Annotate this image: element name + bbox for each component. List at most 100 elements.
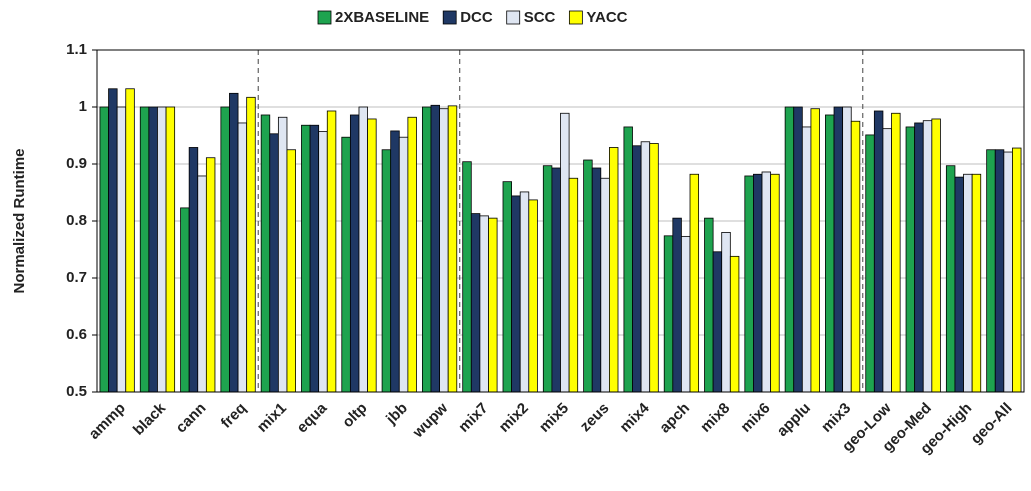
bar bbox=[430, 104, 440, 393]
bar bbox=[931, 118, 941, 393]
bar bbox=[761, 171, 772, 393]
bar bbox=[318, 131, 328, 393]
bar bbox=[744, 175, 754, 393]
bar bbox=[197, 175, 207, 393]
bar bbox=[922, 120, 933, 393]
bar bbox=[381, 149, 392, 393]
bar bbox=[326, 110, 337, 393]
bar bbox=[753, 173, 763, 393]
bar bbox=[1003, 151, 1013, 393]
bar bbox=[341, 136, 351, 393]
bar bbox=[165, 106, 176, 393]
bar bbox=[1012, 147, 1022, 393]
bar bbox=[139, 106, 150, 393]
bar bbox=[470, 213, 481, 393]
bar bbox=[825, 114, 835, 393]
bar bbox=[108, 88, 118, 393]
x-tick-label: mix7 bbox=[455, 400, 491, 436]
bar bbox=[704, 217, 714, 393]
x-tick-label: wupw bbox=[409, 399, 451, 441]
bar bbox=[519, 191, 530, 393]
bar bbox=[99, 106, 109, 393]
bar bbox=[188, 147, 199, 393]
bar bbox=[260, 114, 271, 393]
bar bbox=[649, 143, 659, 393]
bar bbox=[681, 235, 691, 393]
bar bbox=[286, 149, 296, 393]
bar bbox=[390, 130, 400, 393]
bar bbox=[447, 105, 458, 393]
bar bbox=[770, 173, 780, 393]
x-tick-label: geo-All bbox=[968, 400, 1016, 448]
bar bbox=[914, 122, 924, 393]
bar bbox=[488, 217, 498, 393]
bar bbox=[672, 217, 682, 393]
bar bbox=[398, 136, 409, 393]
legend-label: 2XBASELINE bbox=[335, 9, 429, 26]
bar bbox=[229, 92, 239, 393]
legend-swatch bbox=[442, 10, 457, 25]
bar bbox=[793, 106, 803, 393]
legend-label: YACC bbox=[586, 9, 627, 26]
x-tick-label: equa bbox=[294, 399, 331, 436]
bar bbox=[407, 116, 417, 393]
bar bbox=[954, 176, 964, 393]
y-tick-label: 0.5 bbox=[66, 383, 87, 400]
x-tick-label: cann bbox=[173, 400, 210, 437]
x-tick-label: oltp bbox=[339, 400, 370, 431]
bar bbox=[963, 173, 973, 393]
bar bbox=[358, 106, 368, 393]
bar bbox=[712, 251, 723, 393]
bar bbox=[269, 133, 279, 393]
y-tick-label: 0.9 bbox=[66, 155, 87, 172]
legend-swatch bbox=[317, 10, 332, 25]
bar bbox=[945, 165, 956, 393]
bar bbox=[882, 128, 892, 393]
x-tick-label: mix4 bbox=[617, 399, 654, 436]
x-tick-label: mix3 bbox=[818, 400, 854, 436]
bar bbox=[842, 106, 852, 393]
y-tick-label: 1.1 bbox=[66, 41, 87, 58]
bar bbox=[632, 145, 642, 393]
bar bbox=[277, 116, 288, 393]
bar bbox=[663, 235, 674, 393]
bar bbox=[891, 112, 901, 393]
bar bbox=[721, 231, 731, 393]
bar bbox=[609, 147, 619, 393]
plot-frame bbox=[96, 49, 1025, 393]
bar bbox=[116, 106, 127, 393]
x-tick-label: mix5 bbox=[536, 400, 572, 436]
bar bbox=[986, 149, 996, 393]
bar bbox=[833, 106, 844, 393]
bar bbox=[801, 126, 812, 393]
bar bbox=[502, 181, 512, 393]
bar bbox=[873, 110, 884, 393]
bar bbox=[205, 157, 216, 393]
bar bbox=[865, 134, 875, 393]
bar bbox=[568, 177, 579, 393]
x-tick-label: apch bbox=[656, 400, 693, 437]
x-tick-label: mix8 bbox=[697, 400, 733, 436]
bar bbox=[237, 122, 248, 393]
bar bbox=[479, 215, 489, 393]
bar bbox=[220, 106, 230, 393]
legend-swatch bbox=[568, 10, 583, 25]
bar bbox=[528, 199, 538, 393]
legend-label: DCC bbox=[460, 9, 493, 26]
bar bbox=[810, 108, 820, 393]
bar bbox=[784, 106, 795, 393]
bar bbox=[591, 167, 602, 393]
bar bbox=[560, 112, 570, 393]
bar bbox=[542, 165, 553, 393]
bar bbox=[180, 207, 190, 393]
legend-swatch bbox=[506, 10, 521, 25]
bar bbox=[971, 173, 982, 393]
y-tick-label: 0.6 bbox=[66, 326, 87, 343]
x-tick-label: black bbox=[130, 399, 170, 439]
x-tick-label: mix1 bbox=[254, 400, 290, 436]
y-tick-label: 1 bbox=[79, 98, 87, 115]
bar bbox=[850, 120, 861, 393]
bar bbox=[583, 159, 593, 393]
x-tick-label: mix2 bbox=[496, 400, 532, 436]
